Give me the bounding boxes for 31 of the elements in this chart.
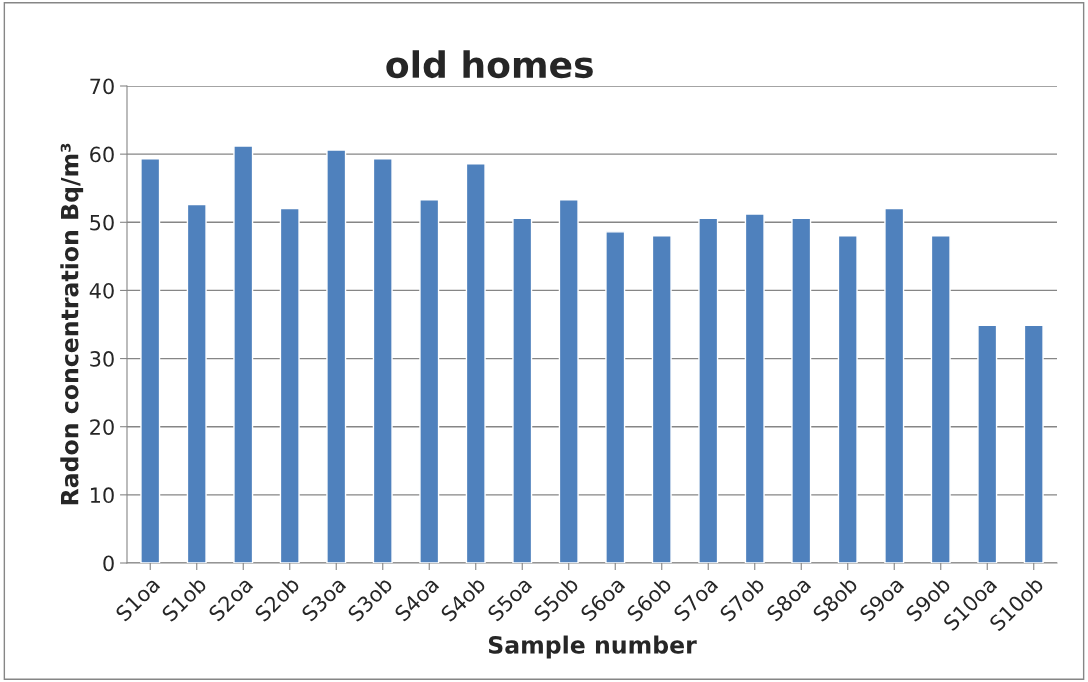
y-tick-label: 30 (90, 351, 114, 367)
bar (744, 213, 765, 563)
bar (233, 145, 254, 563)
bar (837, 235, 858, 563)
y-tick-label: 60 (90, 146, 114, 163)
y-tick-label: 10 (90, 487, 114, 504)
chart-title: old homes (386, 50, 593, 79)
bar (186, 203, 207, 563)
bar (512, 217, 533, 563)
bar (977, 324, 998, 563)
bar (930, 235, 951, 563)
bar (326, 149, 347, 563)
y-tick-label: 50 (90, 214, 114, 231)
bar (419, 199, 440, 563)
bar (651, 235, 672, 563)
y-tick-label: 70 (90, 78, 114, 95)
y-tick-label: 20 (90, 419, 114, 435)
y-axis-title: Radon concentration Bq/m³ (60, 143, 84, 505)
bar (465, 162, 486, 563)
bar (698, 217, 719, 563)
y-tick-label: 40 (89, 282, 114, 299)
bar (884, 207, 905, 563)
bar (1023, 324, 1044, 563)
bar (140, 158, 161, 563)
bar (791, 217, 812, 563)
bar (279, 207, 300, 563)
bar (558, 199, 579, 563)
bar (372, 158, 393, 563)
x-axis-title: Sample number (488, 635, 697, 659)
y-tick-label: 0 (103, 555, 114, 572)
bar (605, 231, 626, 563)
